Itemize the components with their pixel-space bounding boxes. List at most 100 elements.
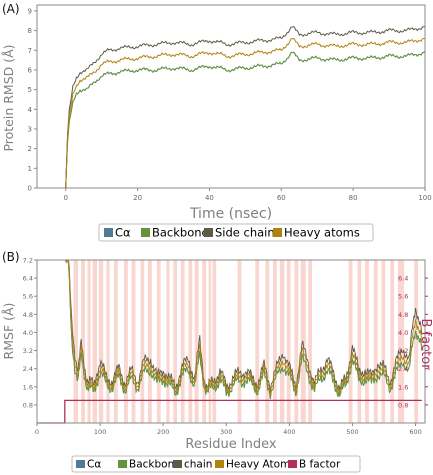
rmsd-x-tick-label: 80 (349, 194, 358, 202)
rmsd-legend-label-side-chains: Side chains (215, 226, 281, 240)
rmsf-y-tick-label: 7.2 (23, 257, 33, 265)
rmsd-x-tick-label: 20 (133, 194, 142, 202)
rmsf-highlight-band (188, 260, 193, 423)
rmsf-legend-label-c: Cα (87, 459, 101, 471)
rmsd-y-tick-label: 2 (28, 145, 32, 153)
bfactor-axis-label: B factor (418, 318, 433, 370)
rmsf-highlight-band (365, 260, 369, 423)
rmsd-y-axis-label: Protein RMSD (Å) (1, 44, 16, 151)
rmsf-x-axis-label: Residue Index (185, 437, 277, 452)
rmsf-series-backbone (64, 258, 423, 400)
rmsf-legend-label-b-factor: B factor (299, 459, 341, 471)
rmsd-series-heavy-atoms (65, 37, 426, 189)
rmsf-x-tick-label: 300 (220, 428, 232, 436)
rmsf-legend-label-chain: chain (184, 459, 212, 471)
rmsf-legend-swatch-chain (173, 460, 182, 468)
rmsf-highlight-band (131, 260, 136, 423)
rmsd-x-tick-label: 100 (418, 194, 431, 202)
rmsf-y-tick-label: 0.8 (23, 401, 33, 409)
rmsf-highlight-band (148, 260, 152, 423)
rmsf-highlight-band (180, 260, 185, 423)
rmsf-x-ticks: 0 100 200 300 400 500 600 (35, 423, 422, 436)
rmsf-chart: 0.8 1.6 2.4 3.2 4.0 4.8 5.6 6.4 7.2 0.8 1.6 2.4 3.2… (1, 257, 433, 473)
rmsf-y-tick-label: 1.6 (23, 383, 33, 391)
rmsf-legend-swatch-c (76, 460, 85, 468)
rmsf-right-y-tick-label: 2.4 (398, 365, 408, 373)
rmsf-highlight-band (106, 260, 110, 423)
rmsf-highlight-band (237, 260, 242, 423)
rmsf-legend: Cα Backbone chain Heavy Atoms B factor (71, 455, 361, 473)
rmsd-series-backbone (65, 51, 426, 189)
rmsd-x-tick-label: 60 (277, 194, 286, 202)
rmsf-x-tick-label: 200 (157, 428, 169, 436)
rmsf-x-tick-label: 0 (35, 428, 39, 436)
rmsf-y-tick-label: 2.4 (23, 365, 33, 373)
rmsd-y-tick-label: 6 (28, 66, 33, 74)
rmsf-legend-label-heavy-atoms: Heavy Atoms (226, 459, 296, 471)
rmsd-legend-label-heavy-atoms: Heavy atoms (284, 226, 360, 240)
rmsf-y-tick-label: 3.2 (23, 347, 33, 355)
rmsd-x-axis-label: Time (nsec) (189, 206, 272, 222)
rmsf-legend-swatch-backbone (118, 460, 127, 468)
rmsd-legend-swatch-side-chains (204, 228, 213, 237)
rmsf-right-y-ticks: 0.8 1.6 2.4 3.2 4.0 4.8 5.6 6.4 (398, 275, 428, 409)
rmsd-x-tick-label: 0 (64, 194, 68, 202)
rmsd-legend-swatch-c (104, 228, 113, 237)
rmsf-highlight-band (208, 260, 212, 423)
rmsd-y-tick-label: 5 (28, 86, 32, 94)
rmsd-y-tick-label: 4 (28, 106, 33, 114)
rmsf-highlight-band (124, 260, 128, 423)
rmsf-right-y-tick-label: 5.6 (398, 293, 408, 301)
rmsd-y-tick-label: 7 (28, 47, 32, 55)
rmsf-highlight-band (98, 260, 104, 423)
rmsf-highlight-band (212, 260, 217, 423)
rmsf-y-axis-label: RMSF (Å) (1, 303, 16, 360)
panel-a-label: (A) (2, 2, 20, 16)
rmsf-highlight-band (202, 260, 207, 423)
rmsd-series-side-chains (65, 26, 426, 189)
rmsf-highlight-band (140, 260, 145, 423)
rmsf-x-tick-label: 100 (94, 428, 106, 436)
rmsf-x-tick-label: 400 (283, 428, 295, 436)
rmsf-right-y-tick-label: 4.0 (398, 329, 408, 337)
rmsf-x-tick-label: 600 (409, 428, 421, 436)
rmsf-highlight-band (92, 260, 97, 423)
rmsd-legend: Cα Backbone Side chains Heavy atoms (98, 223, 374, 242)
rmsf-highlight-band (194, 260, 199, 423)
rmsf-highlight-band (286, 260, 291, 423)
rmsd-legend-swatch-heavy-atoms (273, 228, 282, 237)
rmsd-legend-swatch-backbone (141, 228, 150, 237)
rmsf-highlight-band (73, 260, 79, 423)
panel-b-label: (B) (2, 250, 20, 264)
rmsf-highlight-band (381, 260, 386, 423)
rmsd-chart: 0 1 2 3 4 5 6 7 8 9 0 20 40 60 80 100 Protein RMSD (Å)… (1, 4, 432, 242)
rmsd-x-tick-label: 40 (205, 194, 214, 202)
rmsf-highlight-band (87, 260, 91, 423)
rmsf-highlight-band (397, 260, 405, 423)
rmsf-highlight-band (279, 260, 285, 423)
rmsf-y-tick-label: 4.8 (23, 311, 33, 319)
rmsf-highlight-band (348, 260, 353, 423)
rmsf-highlight-band (308, 260, 313, 423)
rmsf-highlight-band (156, 260, 161, 423)
rmsf-series-heavy-atoms (64, 259, 423, 396)
rmsf-y-tick-label: 5.6 (23, 293, 33, 301)
rmsf-legend-label-backbone: Backbone (129, 459, 181, 471)
rmsf-highlight-band (81, 260, 85, 423)
rmsf-highlight-band (357, 260, 362, 423)
rmsd-y-tick-label: 9 (28, 7, 32, 15)
rmsd-legend-label-backbone: Backbone (152, 226, 209, 240)
rmsf-legend-swatch-b-factor (288, 460, 297, 468)
rmsf-highlight-band (414, 260, 419, 423)
rmsf-highlight-band (390, 260, 395, 423)
rmsf-highlight-band (272, 260, 277, 423)
rmsf-right-y-tick-label: 0.8 (398, 401, 408, 409)
rmsd-plot-frame (36, 4, 426, 189)
rmsd-y-tick-label: 1 (28, 165, 32, 173)
rmsd-y-ticks: 0 1 2 3 4 5 6 7 8 9 (28, 7, 37, 193)
rmsf-right-y-tick-label: 3.2 (398, 347, 408, 355)
rmsf-highlight-band (166, 260, 170, 423)
rmsf-plot-frame (36, 259, 426, 424)
rmsd-series (65, 26, 426, 189)
